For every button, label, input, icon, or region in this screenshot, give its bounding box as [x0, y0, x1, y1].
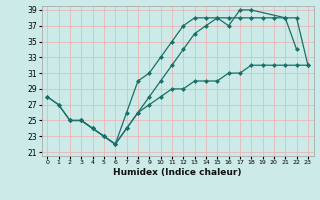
X-axis label: Humidex (Indice chaleur): Humidex (Indice chaleur) [113, 168, 242, 177]
